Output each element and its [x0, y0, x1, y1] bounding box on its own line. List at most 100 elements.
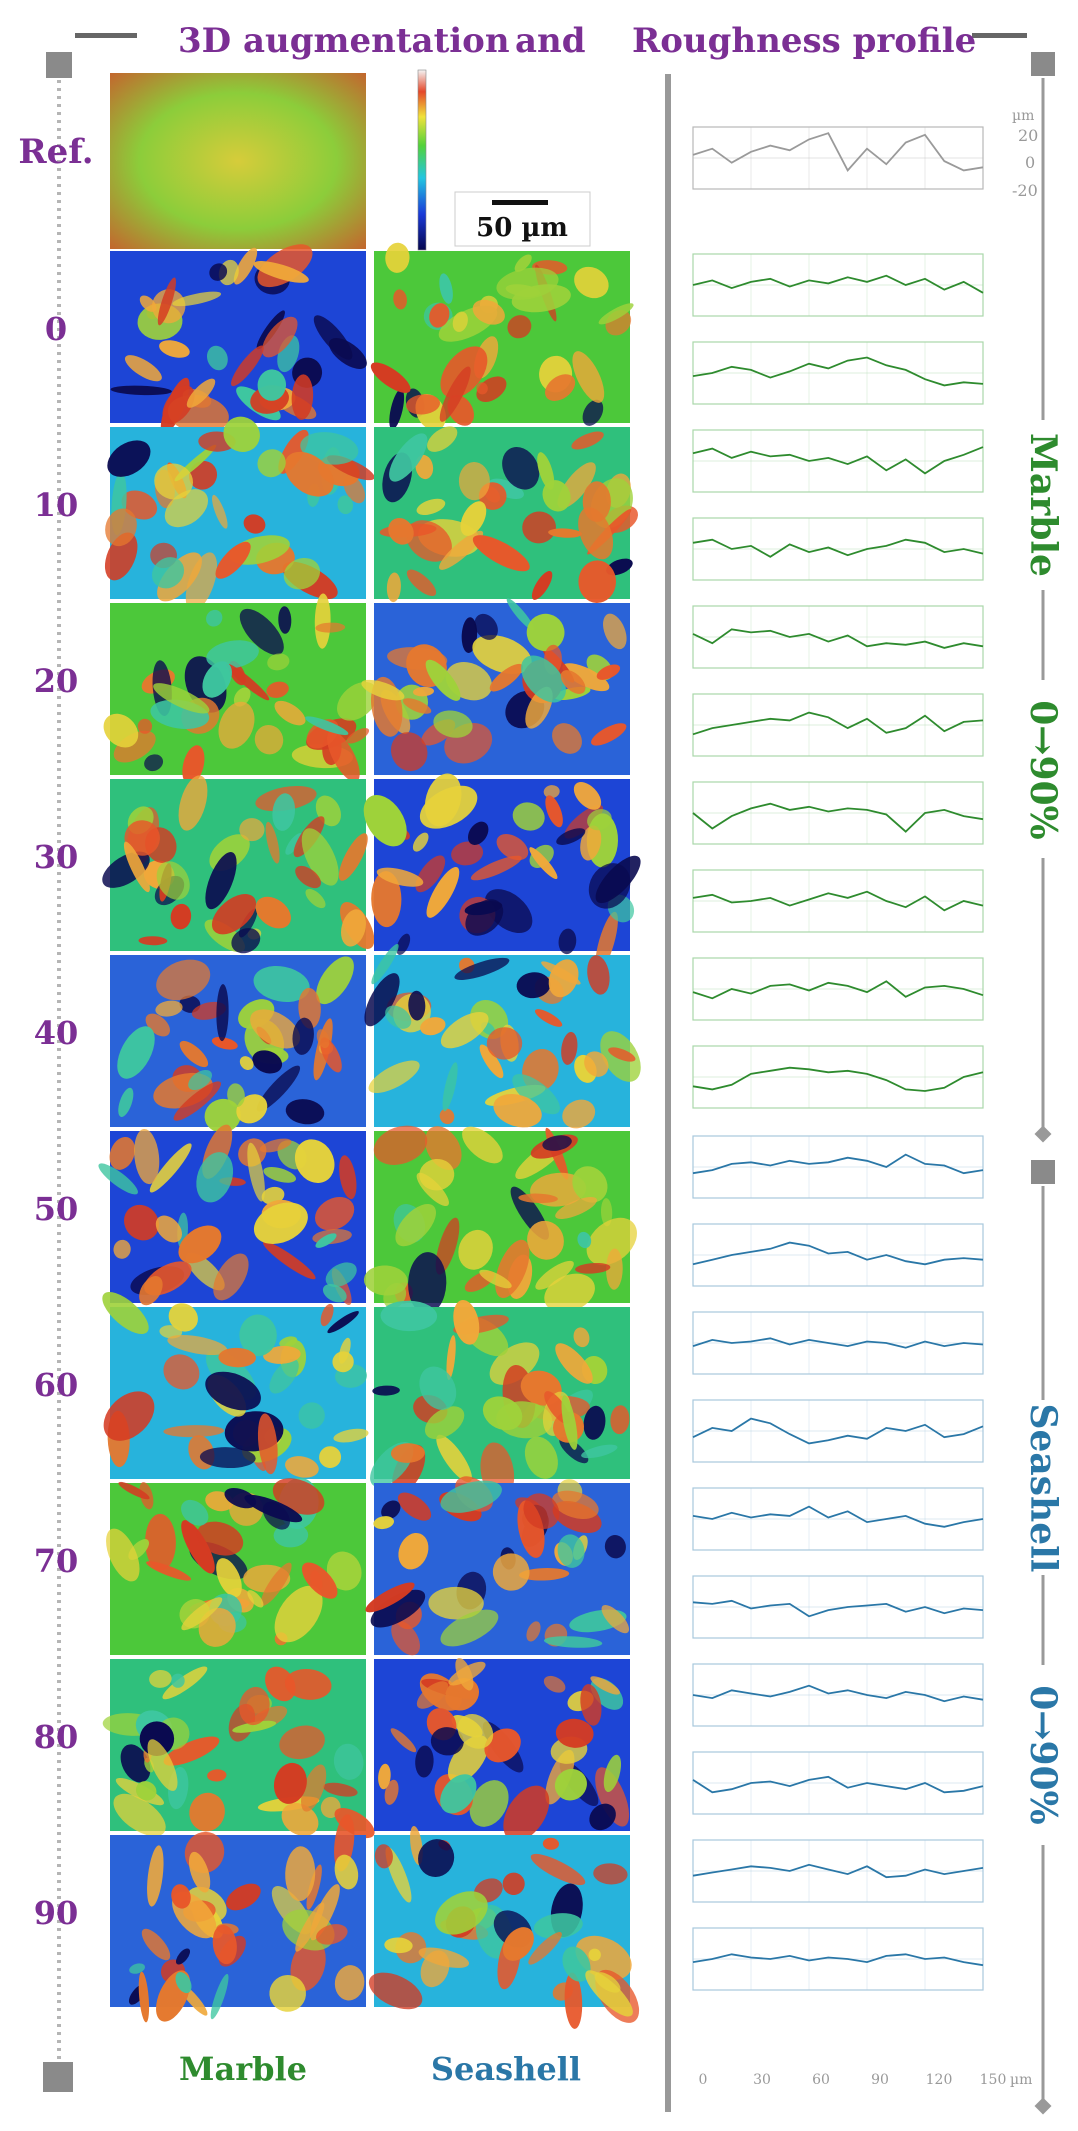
x-tick-60: 60 [812, 2072, 830, 2088]
right-timeline-mid-square [1031, 1160, 1055, 1184]
timeline-bottom-square [43, 2062, 73, 2092]
profile-chart-seashell-20- [692, 1311, 984, 1375]
surface-tile-grid [98, 242, 641, 2029]
profile-line-marble-0- [692, 274, 984, 294]
profile-line-marble-10- [692, 356, 984, 387]
surface-tile-seashell-20 [361, 598, 630, 775]
surface-tile-marble-60 [102, 1291, 369, 1479]
x-tick-150: 150 [980, 2072, 1007, 2088]
profile-chart-marble-90- [692, 1045, 984, 1109]
reference-ytick-20: 20 [1018, 126, 1038, 145]
roughness-profiles [692, 126, 984, 1991]
surface-tile-seashell-50 [363, 1125, 637, 1315]
reference-unit: µm [1012, 108, 1034, 124]
surface-tile-seashell-70 [365, 1476, 630, 1656]
level-label-50: 50 [34, 1190, 79, 1228]
profile-chart-seashell-40- [692, 1487, 984, 1551]
level-label-20: 20 [34, 662, 79, 700]
profile-chart-marble-60- [692, 781, 984, 845]
surface-tile-marble-20 [103, 593, 378, 785]
surface-tile-seashell-40 [364, 943, 641, 1129]
timeline-top-square [46, 52, 72, 78]
column-label-marble: Marble [179, 2050, 307, 2088]
level-label-40: 40 [34, 1014, 79, 1052]
profile-chart-seashell-60- [692, 1663, 984, 1727]
profile-chart-seashell-10- [692, 1223, 984, 1287]
surface-tile-marble-10 [104, 416, 375, 612]
profile-chart-seashell-70- [692, 1751, 984, 1815]
surface-tile-seashell-30 [363, 773, 641, 973]
profile-chart-marble-30- [692, 517, 984, 581]
profile-line-marble-70- [692, 890, 984, 912]
profile-line-marble-60- [692, 802, 984, 833]
surface-tile-seashell-10 [374, 426, 638, 603]
right-timeline-marble-end-diamond [1034, 1125, 1052, 1143]
level-label-60: 60 [34, 1366, 79, 1404]
header-line-right [972, 33, 1027, 38]
side-label-marble: Marble [1022, 433, 1064, 577]
profile-line-seashell-30- [692, 1417, 984, 1445]
surface-tile-marble-50 [98, 1124, 366, 1306]
level-label-70: 70 [34, 1542, 79, 1580]
profile-chart-marble-20- [692, 429, 984, 493]
profile-chart-ref- [692, 126, 984, 190]
surface-tile-marble-90 [110, 1814, 366, 2023]
profile-line-marble-90- [692, 1066, 984, 1092]
level-label-30: 30 [34, 838, 79, 876]
height-colorbar [417, 69, 427, 251]
profile-chart-seashell-80- [692, 1839, 984, 1903]
profile-line-seashell-80- [692, 1863, 984, 1879]
profile-line-marble-30- [692, 538, 984, 558]
x-tick-90: 90 [871, 2072, 889, 2088]
profile-line-seashell-70- [692, 1775, 984, 1794]
scale-bar-label: 50 µm [476, 213, 568, 243]
side-label-seashell-range: 0→90% [1022, 1685, 1064, 1825]
surface-tile-seashell-0 [370, 242, 634, 431]
profile-line-seashell-90- [692, 1953, 984, 1967]
profile-chart-marble-10- [692, 341, 984, 405]
profile-line-seashell-50- [692, 1599, 984, 1618]
reference-label: Ref. [18, 132, 93, 172]
surface-tile-marble-80 [102, 1659, 375, 1839]
x-tick-120: 120 [926, 2072, 953, 2088]
header-line-left [75, 33, 137, 38]
profile-chart-marble-80- [692, 957, 984, 1021]
x-tick-30: 30 [753, 2072, 771, 2088]
header-roughness-profile: Roughness profile [632, 21, 976, 61]
column-label-seashell: Seashell [431, 2050, 581, 2088]
profile-line-seashell-0- [692, 1153, 984, 1175]
profile-line-marble-80- [692, 980, 984, 1000]
profile-line-seashell-20- [692, 1337, 984, 1349]
profile-line-marble-20- [692, 446, 984, 475]
surface-tile-marble-0 [110, 244, 367, 434]
profile-chart-seashell-90- [692, 1927, 984, 1991]
profile-chart-seashell-50- [692, 1575, 984, 1639]
level-labels: 0 10 20 30 40 50 60 70 80 90 [34, 310, 79, 1932]
scale-bar [492, 200, 548, 205]
profile-chart-seashell-0- [692, 1135, 984, 1199]
profile-line-seashell-60- [692, 1684, 984, 1703]
surface-tile-marble-40 [110, 955, 366, 1133]
surface-tile-seashell-60 [370, 1299, 630, 1501]
profile-chart-marble-0- [692, 253, 984, 317]
right-timeline-top-square [1031, 52, 1055, 76]
profile-chart-seashell-30- [692, 1399, 984, 1463]
surface-tile-marble-70 [106, 1477, 366, 1655]
reference-ytick-neg20: -20 [1012, 181, 1038, 200]
side-label-seashell: Seashell [1022, 1404, 1064, 1573]
profile-chart-marble-70- [692, 869, 984, 933]
x-axis-unit: µm [1010, 2072, 1032, 2088]
level-label-90: 90 [34, 1894, 79, 1932]
side-label-marble-range: 0→90% [1022, 700, 1064, 840]
profile-line-marble-50- [692, 711, 984, 736]
profile-chart-marble-40- [692, 605, 984, 669]
reference-ytick-0: 0 [1025, 153, 1035, 172]
profile-line-seashell-10- [692, 1241, 984, 1266]
header-and: and [515, 21, 586, 61]
profile-line-marble-40- [692, 628, 984, 649]
surface-tile-marble-30 [102, 775, 375, 954]
surface-tile-seashell-90 [368, 1825, 640, 2029]
level-label-10: 10 [34, 486, 79, 524]
